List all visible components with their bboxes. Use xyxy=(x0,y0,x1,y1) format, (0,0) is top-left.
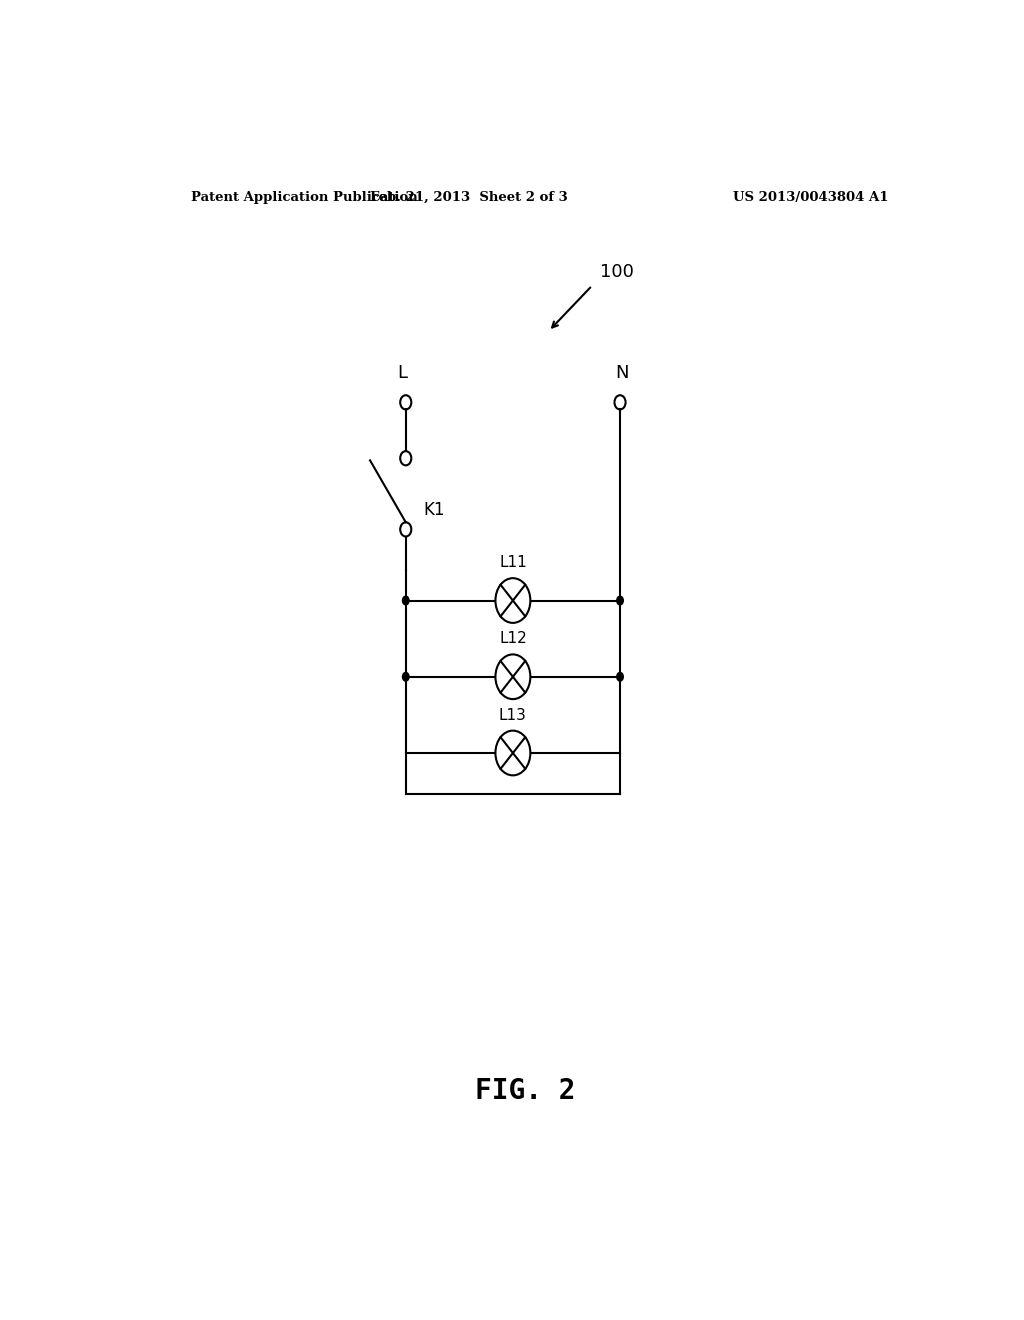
Text: L: L xyxy=(396,364,407,381)
Text: K1: K1 xyxy=(423,502,444,519)
Text: FIG. 2: FIG. 2 xyxy=(474,1077,575,1105)
Circle shape xyxy=(496,655,530,700)
Circle shape xyxy=(496,731,530,775)
Text: Feb. 21, 2013  Sheet 2 of 3: Feb. 21, 2013 Sheet 2 of 3 xyxy=(371,190,568,203)
Circle shape xyxy=(616,672,624,682)
Circle shape xyxy=(401,672,410,682)
Text: N: N xyxy=(614,364,629,381)
Text: L11: L11 xyxy=(499,554,526,570)
Text: US 2013/0043804 A1: US 2013/0043804 A1 xyxy=(733,190,888,203)
Text: L13: L13 xyxy=(499,708,526,722)
Circle shape xyxy=(401,595,410,606)
Text: L12: L12 xyxy=(499,631,526,647)
Text: 100: 100 xyxy=(600,263,634,281)
Circle shape xyxy=(496,578,530,623)
Text: Patent Application Publication: Patent Application Publication xyxy=(191,190,418,203)
Circle shape xyxy=(616,595,624,606)
